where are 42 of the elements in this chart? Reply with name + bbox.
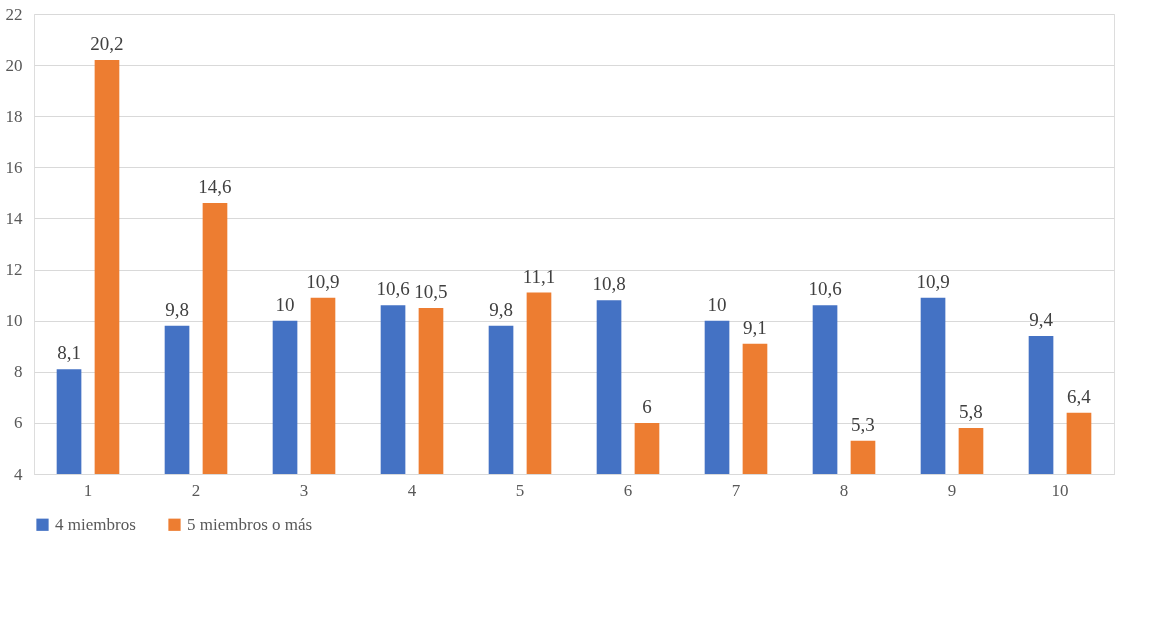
- y-tick-label: 10: [5, 311, 23, 331]
- data-label: 6: [642, 395, 652, 417]
- data-label: 6,4: [1067, 385, 1092, 407]
- data-label: 5,3: [851, 413, 875, 435]
- data-label: 9,4: [1029, 309, 1054, 330]
- data-label: 10,5: [414, 280, 448, 302]
- x-tick-label: 2: [191, 480, 201, 500]
- data-label: 9,8: [165, 298, 189, 320]
- data-label: 20,2: [90, 33, 124, 54]
- x-tick-label: 5: [515, 480, 525, 500]
- y-tick-label: 12: [5, 260, 23, 280]
- y-tick-label: 20: [5, 55, 23, 75]
- data-label: 10,9: [306, 270, 340, 292]
- y-tick-label: 4: [14, 464, 23, 484]
- x-tick-label: 7: [731, 480, 741, 500]
- data-label: 10,6: [808, 278, 842, 300]
- x-tick-label: 3: [299, 480, 309, 500]
- y-tick-label: 18: [5, 106, 23, 126]
- data-label: 5,8: [959, 401, 983, 422]
- data-label: 10,6: [376, 278, 410, 300]
- data-label: 9,8: [489, 298, 513, 320]
- data-label: 10,9: [916, 270, 950, 292]
- y-tick-label: 8: [14, 362, 23, 382]
- data-label: 14,6: [198, 176, 232, 198]
- data-label: 9,1: [743, 316, 767, 338]
- y-tick-label: 14: [5, 208, 23, 228]
- y-tick-label: 22: [5, 4, 23, 24]
- data-label: 11,1: [522, 265, 556, 287]
- legend-label: 4 miembros: [55, 514, 136, 534]
- data-label: 10,8: [592, 273, 626, 295]
- x-tick-label: 8: [839, 480, 849, 500]
- y-tick-label: 6: [14, 413, 23, 433]
- data-label: 10: [275, 293, 295, 315]
- data-label: 10: [707, 293, 727, 315]
- x-tick-label: 4: [407, 480, 417, 500]
- x-tick-label: 10: [1051, 480, 1069, 500]
- legend-label: 5 miembros o más: [187, 514, 313, 534]
- x-tick-label: 1: [83, 480, 93, 500]
- data-label: 8,1: [57, 342, 81, 364]
- y-tick-label: 16: [5, 157, 23, 177]
- x-tick-label: 6: [623, 480, 633, 500]
- x-tick-label: 9: [947, 480, 957, 500]
